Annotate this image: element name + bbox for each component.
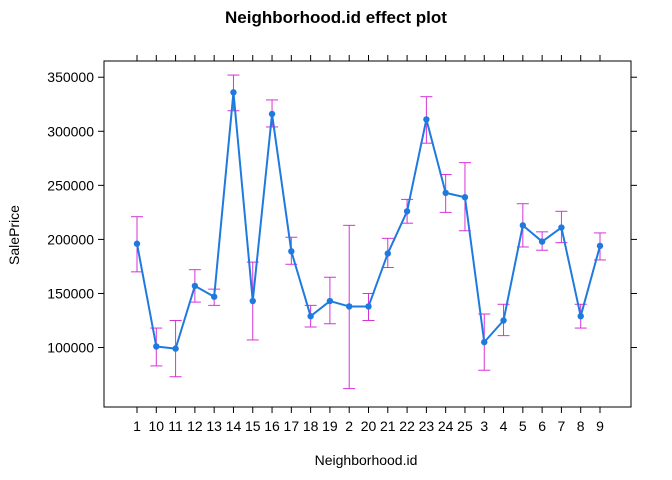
data-point (519, 222, 527, 229)
x-tick-label: 13 (206, 418, 222, 434)
data-points (133, 89, 604, 352)
data-point (249, 297, 256, 305)
data-point (423, 116, 430, 123)
y-axis-label: SalePrice (6, 205, 22, 265)
data-point (384, 250, 391, 257)
data-point (365, 303, 372, 310)
x-tick-label: 11 (168, 418, 183, 434)
x-tick-label: 5 (519, 418, 527, 434)
x-tick-label: 23 (419, 418, 435, 434)
data-point (500, 317, 507, 324)
y-tick-label: 200000 (47, 231, 94, 247)
x-tick-label: 3 (480, 418, 488, 434)
x-tick-label: 24 (438, 418, 454, 434)
data-point (153, 343, 160, 350)
data-point (481, 338, 488, 346)
x-tick-label: 19 (322, 418, 338, 434)
data-point (346, 303, 353, 310)
x-tick-label: 9 (596, 418, 604, 434)
x-tick-label: 6 (538, 418, 546, 434)
data-point (596, 242, 604, 250)
data-point (577, 312, 584, 320)
x-tick-label: 12 (187, 418, 203, 434)
x-axis: 1 10 11 12 13 14 15 16 17 18 19 2 20 21 22 23 24 25 3 4 5 6 7 8… (133, 55, 604, 434)
x-tick-label: 25 (457, 418, 473, 434)
data-point (172, 345, 179, 352)
x-tick-label: 4 (500, 418, 508, 434)
y-tick-label: 300000 (47, 123, 94, 139)
x-tick-label: 10 (149, 418, 165, 434)
plot-frame (103, 60, 632, 408)
x-tick-label: 18 (303, 418, 319, 434)
data-point (442, 189, 449, 197)
x-tick-label: 7 (558, 418, 566, 434)
y-tick-label: 250000 (47, 177, 94, 193)
data-point (230, 89, 237, 96)
chart-title: Neighborhood.id effect plot (225, 8, 447, 27)
y-tick-label: 100000 (47, 340, 94, 356)
data-point (191, 282, 199, 290)
x-axis-label: Neighborhood.id (315, 452, 418, 468)
data-point (326, 297, 334, 305)
data-point (288, 248, 295, 255)
data-point (210, 293, 218, 300)
data-point (403, 208, 411, 215)
x-tick-label: 20 (361, 418, 377, 434)
error-bars (131, 74, 606, 390)
x-tick-label: 15 (245, 418, 261, 434)
x-tick-label: 2 (345, 418, 353, 434)
data-point (307, 312, 314, 320)
y-tick-label: 150000 (47, 285, 94, 301)
y-axis: 100000 150000 200000 250000 300000 350000 (47, 69, 637, 356)
x-tick-label: 1 (133, 418, 141, 434)
data-point (133, 240, 141, 247)
x-tick-label: 17 (284, 418, 300, 434)
x-tick-label: 8 (577, 418, 585, 434)
x-tick-label: 22 (399, 418, 415, 434)
data-point (461, 194, 469, 201)
y-tick-label: 350000 (47, 69, 94, 85)
data-point (268, 110, 276, 118)
data-point (558, 224, 565, 231)
x-tick-label: 16 (264, 418, 280, 434)
data-point (538, 238, 546, 245)
x-tick-label: 21 (380, 418, 396, 434)
x-tick-label: 14 (226, 418, 242, 434)
